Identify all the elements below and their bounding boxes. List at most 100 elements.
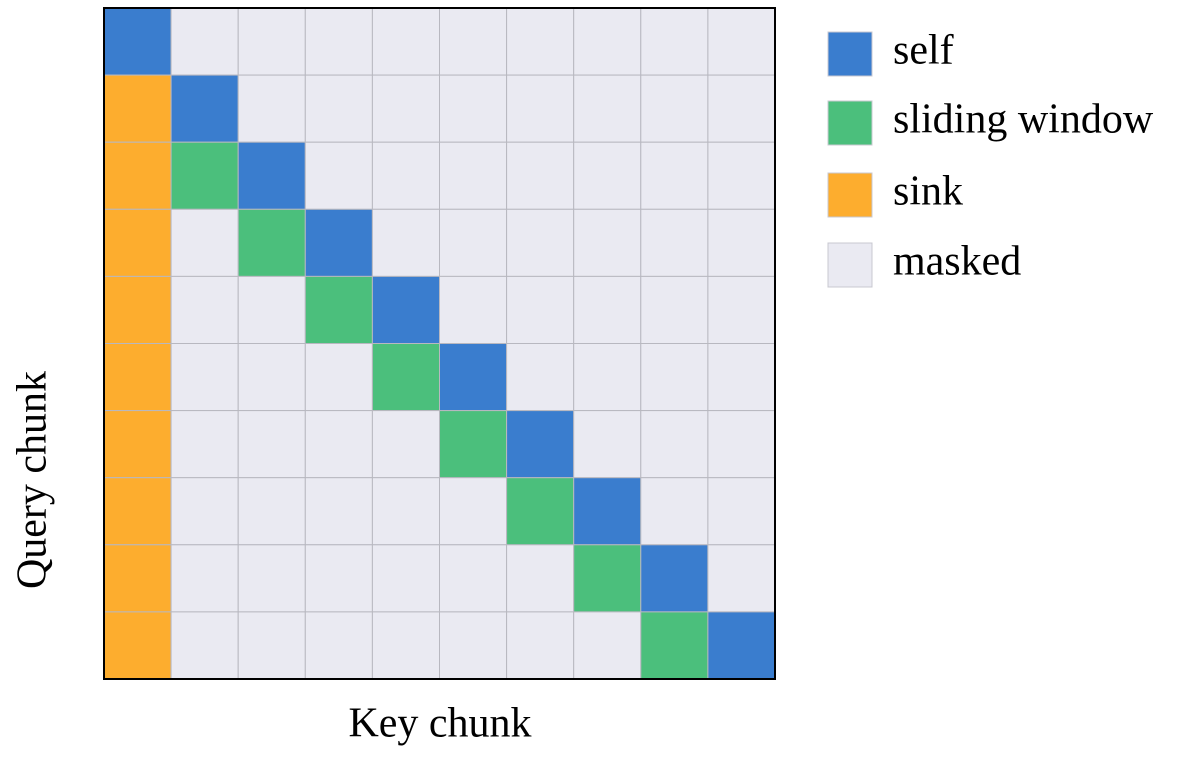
mask-cell	[371, 410, 440, 479]
mask-cell	[103, 275, 172, 344]
y-axis-label: Query chunk	[10, 371, 56, 589]
mask-cell	[304, 275, 373, 344]
mask-cell	[170, 7, 239, 76]
mask-cell	[640, 410, 709, 479]
mask-cell	[439, 208, 508, 277]
mask-cell	[304, 343, 373, 412]
mask-cell	[371, 208, 440, 277]
x-axis-label: Key chunk	[348, 701, 531, 747]
mask-cell	[371, 611, 440, 680]
mask-cell	[103, 410, 172, 479]
mask-cell	[439, 477, 508, 546]
mask-cell	[506, 343, 575, 412]
mask-cell	[640, 544, 709, 613]
mask-cell	[506, 7, 575, 76]
mask-cell	[439, 7, 508, 76]
mask-cell	[371, 275, 440, 344]
mask-cell	[640, 74, 709, 143]
mask-cell	[170, 477, 239, 546]
mask-cell	[304, 544, 373, 613]
mask-cell	[640, 208, 709, 277]
mask-cell	[170, 343, 239, 412]
mask-cell	[371, 74, 440, 143]
mask-cell	[371, 544, 440, 613]
mask-cell	[707, 477, 776, 546]
legend-swatch	[827, 31, 873, 77]
mask-cell	[573, 343, 642, 412]
mask-cell	[304, 477, 373, 546]
mask-cell	[237, 7, 306, 76]
mask-cell	[506, 477, 575, 546]
mask-cell	[707, 410, 776, 479]
mask-cell	[304, 141, 373, 210]
mask-cell	[640, 343, 709, 412]
mask-cell	[237, 477, 306, 546]
mask-cell	[439, 410, 508, 479]
legend-swatch	[827, 172, 873, 218]
legend-label: masked	[893, 239, 1021, 285]
mask-cell	[237, 275, 306, 344]
mask-cell	[103, 477, 172, 546]
legend-label: self	[893, 28, 954, 74]
mask-cell	[707, 611, 776, 680]
mask-cell	[439, 611, 508, 680]
mask-cell	[707, 544, 776, 613]
mask-cell	[170, 141, 239, 210]
mask-cell	[640, 7, 709, 76]
mask-cell	[506, 74, 575, 143]
mask-cell	[170, 544, 239, 613]
mask-cell	[640, 141, 709, 210]
mask-cell	[707, 7, 776, 76]
mask-cell	[573, 141, 642, 210]
mask-cell	[304, 74, 373, 143]
mask-cell	[170, 611, 239, 680]
mask-cell	[506, 208, 575, 277]
mask-cell	[439, 544, 508, 613]
mask-cell	[371, 141, 440, 210]
mask-cell	[506, 275, 575, 344]
mask-cell	[506, 141, 575, 210]
mask-cell	[170, 74, 239, 143]
legend-label: sink	[893, 169, 963, 215]
mask-cell	[237, 410, 306, 479]
mask-cell	[506, 611, 575, 680]
mask-cell	[707, 74, 776, 143]
mask-cell	[371, 343, 440, 412]
mask-cell	[573, 410, 642, 479]
mask-cell	[573, 74, 642, 143]
mask-cell	[573, 7, 642, 76]
mask-cell	[103, 7, 172, 76]
mask-cell	[707, 275, 776, 344]
mask-cell	[103, 611, 172, 680]
mask-cell	[103, 544, 172, 613]
mask-cell	[304, 7, 373, 76]
mask-cell	[237, 208, 306, 277]
grid-border	[103, 7, 776, 680]
mask-cell	[371, 7, 440, 76]
legend-swatch	[827, 100, 873, 146]
mask-cell	[640, 275, 709, 344]
mask-cell	[170, 410, 239, 479]
mask-cell	[640, 477, 709, 546]
mask-cell	[573, 477, 642, 546]
mask-cell	[640, 611, 709, 680]
mask-cell	[506, 410, 575, 479]
mask-cell	[237, 74, 306, 143]
mask-cell	[237, 141, 306, 210]
mask-cell	[707, 141, 776, 210]
mask-cell	[103, 208, 172, 277]
mask-cell	[439, 343, 508, 412]
mask-cell	[304, 611, 373, 680]
mask-cell	[237, 611, 306, 680]
mask-cell	[237, 544, 306, 613]
mask-cell	[304, 410, 373, 479]
mask-cell	[170, 275, 239, 344]
mask-cell	[573, 611, 642, 680]
mask-cell	[707, 343, 776, 412]
legend-swatch	[827, 242, 873, 288]
mask-cell	[439, 141, 508, 210]
mask-cell	[506, 544, 575, 613]
mask-cell	[103, 141, 172, 210]
